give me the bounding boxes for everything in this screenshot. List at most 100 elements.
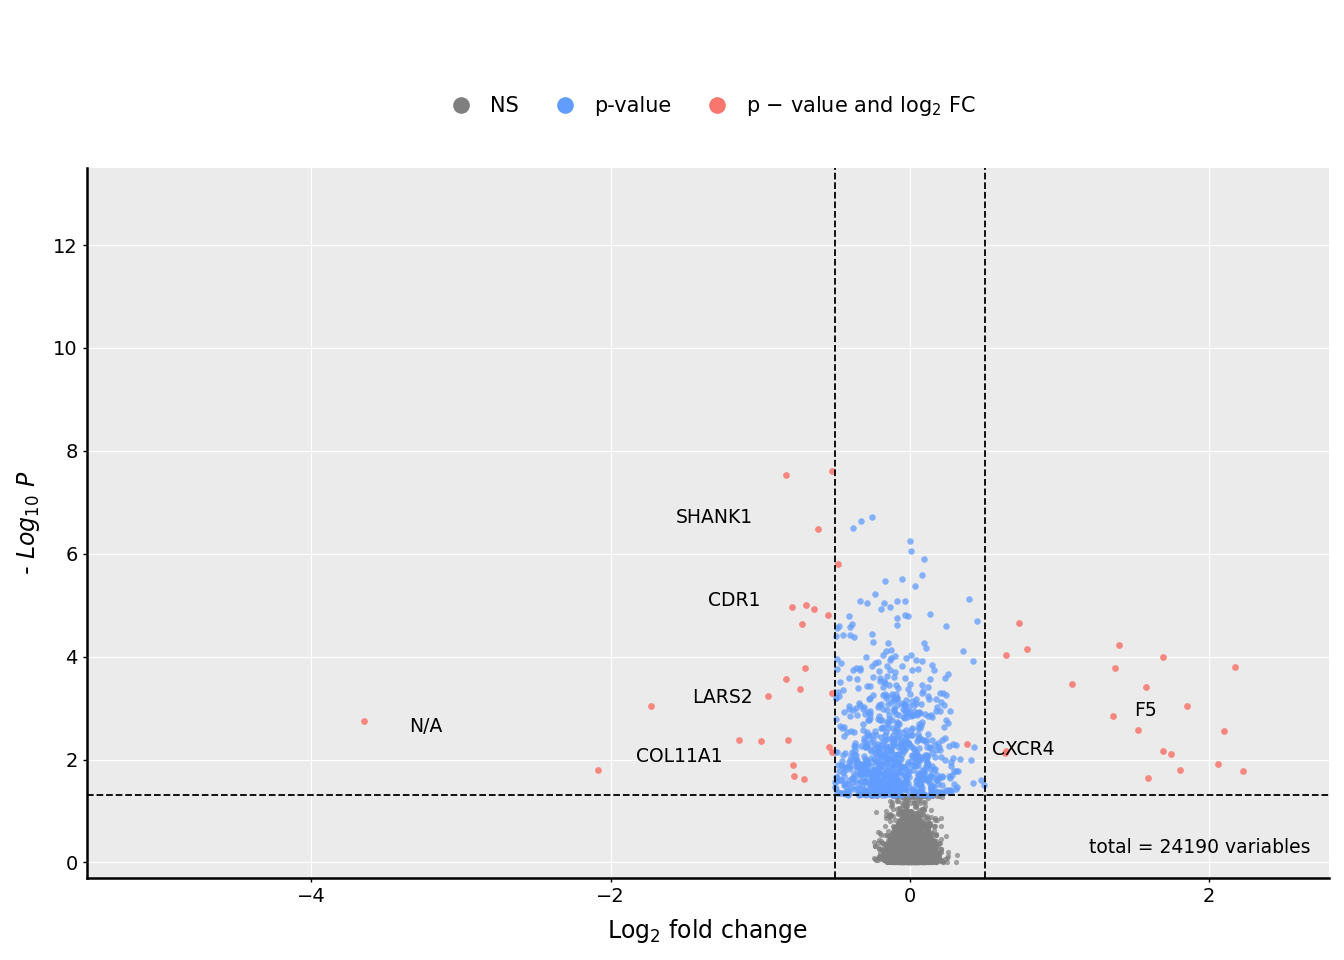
Point <box>913 852 934 867</box>
Point <box>880 650 902 665</box>
Point <box>900 853 922 869</box>
Point <box>864 784 886 800</box>
Point <box>931 785 953 801</box>
Point <box>910 847 931 862</box>
Point <box>900 853 922 869</box>
Point <box>887 852 909 868</box>
Point <box>896 829 918 845</box>
Point <box>888 832 910 848</box>
Point <box>894 846 915 861</box>
Point <box>902 850 923 865</box>
Point <box>879 711 900 727</box>
Point <box>896 757 918 773</box>
Point <box>884 854 906 870</box>
Point <box>890 844 911 859</box>
Point <box>937 666 958 682</box>
Point <box>894 851 915 866</box>
Point <box>837 758 859 774</box>
Point <box>911 852 933 868</box>
Point <box>890 815 911 830</box>
Point <box>876 732 898 747</box>
Text: N/A: N/A <box>409 716 442 735</box>
Point <box>906 788 927 804</box>
Point <box>898 786 919 802</box>
Point <box>886 847 907 862</box>
Point <box>899 848 921 863</box>
Point <box>862 765 883 780</box>
Point <box>910 820 931 835</box>
Point <box>917 748 938 763</box>
Point <box>913 851 934 866</box>
Point <box>896 851 918 866</box>
Point <box>913 844 934 859</box>
Point <box>903 809 925 825</box>
Point <box>884 828 906 843</box>
Point <box>898 851 919 866</box>
Point <box>890 830 911 846</box>
Point <box>922 839 943 854</box>
Point <box>888 827 910 842</box>
Point <box>905 829 926 845</box>
Point <box>909 843 930 858</box>
Point <box>921 828 942 843</box>
Point <box>914 844 935 859</box>
Point <box>896 854 918 870</box>
Point <box>353 713 375 729</box>
Point <box>1102 708 1124 724</box>
Point <box>895 847 917 862</box>
Point <box>876 753 898 768</box>
Point <box>887 845 909 860</box>
Point <box>899 852 921 867</box>
Point <box>910 848 931 863</box>
Point <box>914 764 935 780</box>
Point <box>902 827 923 842</box>
Point <box>896 851 918 866</box>
Point <box>918 688 939 704</box>
Point <box>927 784 949 800</box>
Point <box>894 710 915 726</box>
Point <box>902 693 923 708</box>
Point <box>899 844 921 859</box>
Point <box>902 851 923 866</box>
Point <box>876 828 898 843</box>
Point <box>868 765 890 780</box>
Point <box>900 852 922 868</box>
Point <box>845 775 867 790</box>
Point <box>867 786 888 802</box>
Point <box>880 827 902 842</box>
Point <box>907 849 929 864</box>
Point <box>907 852 929 867</box>
Point <box>907 847 929 862</box>
Point <box>896 803 918 818</box>
Point <box>906 853 927 869</box>
Point <box>882 827 903 842</box>
Point <box>892 829 914 845</box>
Point <box>900 833 922 849</box>
Point <box>907 854 929 870</box>
Point <box>888 849 910 864</box>
Point <box>894 833 915 849</box>
Point <box>882 838 903 853</box>
Point <box>878 774 899 789</box>
Point <box>910 789 931 804</box>
Point <box>918 850 939 865</box>
Point <box>921 781 942 797</box>
Point <box>914 849 935 864</box>
Point <box>898 849 919 864</box>
Point <box>899 854 921 870</box>
Point <box>905 842 926 857</box>
Point <box>939 770 961 785</box>
Point <box>899 852 921 867</box>
Point <box>892 832 914 848</box>
Point <box>899 854 921 870</box>
Point <box>845 700 867 715</box>
Point <box>859 709 880 725</box>
Point <box>903 837 925 852</box>
Point <box>907 854 929 870</box>
Point <box>906 818 927 833</box>
Point <box>938 782 960 798</box>
Point <box>909 851 930 866</box>
Point <box>887 730 909 745</box>
Point <box>887 840 909 855</box>
Point <box>910 819 931 834</box>
